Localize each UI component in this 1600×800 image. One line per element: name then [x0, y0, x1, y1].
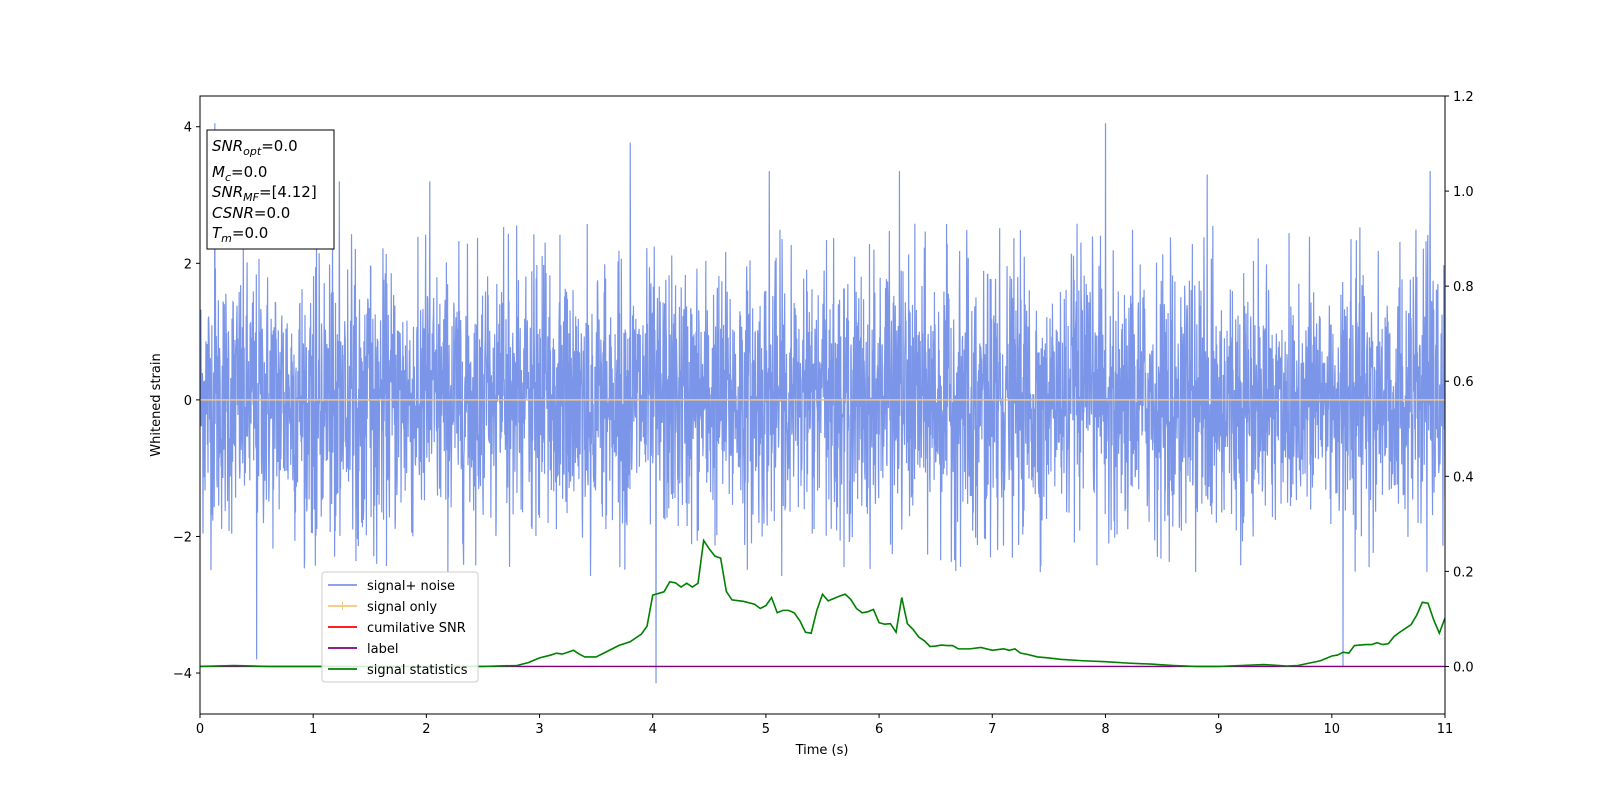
y2-tick-label: 0.0: [1453, 660, 1474, 675]
legend-label-cumilative-snr: cumilative SNR: [367, 621, 466, 636]
legend-label-signal-statistics: signal statistics: [367, 663, 468, 678]
x-tick-label: 1: [309, 722, 317, 737]
x-tick-label: 3: [535, 722, 543, 737]
legend: signal+ noise signal only cumilative SNR la…: [321, 571, 479, 683]
x-tick-label: 6: [875, 722, 883, 737]
annotation-line: Tm=0.0: [212, 224, 268, 245]
y2-tick-label: 0.6: [1453, 375, 1474, 390]
y2-tick-label: 1.2: [1453, 90, 1474, 105]
annotation-line: SNRopt=0.0: [212, 137, 298, 158]
legend-label-signal-noise: signal+ noise: [367, 579, 455, 594]
x-tick-label: 2: [422, 722, 430, 737]
series-signal-noise: [200, 123, 1445, 684]
legend-label-signal-only: signal only: [367, 600, 437, 615]
annotation-line: Mc=0.0: [212, 163, 267, 184]
y-axis-right: 1.2 1.0 0.8 0.6 0.4 0.2 0.0: [1445, 90, 1474, 675]
annotation-line: CSNR=0.0: [212, 204, 290, 222]
legend-label-label: label: [367, 642, 398, 657]
y-axis-left: 4 2 0 −2 −4: [173, 121, 200, 682]
y-tick-label: −4: [173, 667, 192, 682]
y-tick-label: 2: [184, 257, 192, 272]
axes-frame: [199, 95, 1446, 715]
series-signal-statistics: [200, 538, 1445, 668]
y2-tick-label: 0.2: [1453, 565, 1474, 580]
y2-tick-label: 0.4: [1453, 470, 1474, 485]
x-tick-label: 7: [988, 722, 996, 737]
x-axis: 0 1 2 3 4 5 6 7 8 9 10 11: [196, 714, 1453, 737]
y-axis-label: Whitened strain: [149, 353, 164, 456]
x-tick-label: 11: [1437, 722, 1454, 737]
annotation-frame: [206, 129, 335, 250]
x-axis-label: Time (s): [795, 743, 849, 758]
y2-tick-label: 1.0: [1453, 185, 1474, 200]
y-tick-label: 0: [184, 394, 192, 409]
x-tick-label: 9: [1214, 722, 1222, 737]
x-tick-label: 5: [762, 722, 770, 737]
x-tick-label: 4: [649, 722, 657, 737]
x-tick-label: 10: [1324, 722, 1341, 737]
x-tick-label: 8: [1101, 722, 1109, 737]
y-tick-label: −2: [173, 530, 192, 545]
legend-frame: [321, 571, 479, 683]
y-tick-label: 4: [184, 121, 192, 136]
annotation-line: SNRMF=[4.12]: [212, 183, 317, 204]
y2-tick-label: 0.8: [1453, 280, 1474, 295]
x-tick-label: 0: [196, 722, 204, 737]
